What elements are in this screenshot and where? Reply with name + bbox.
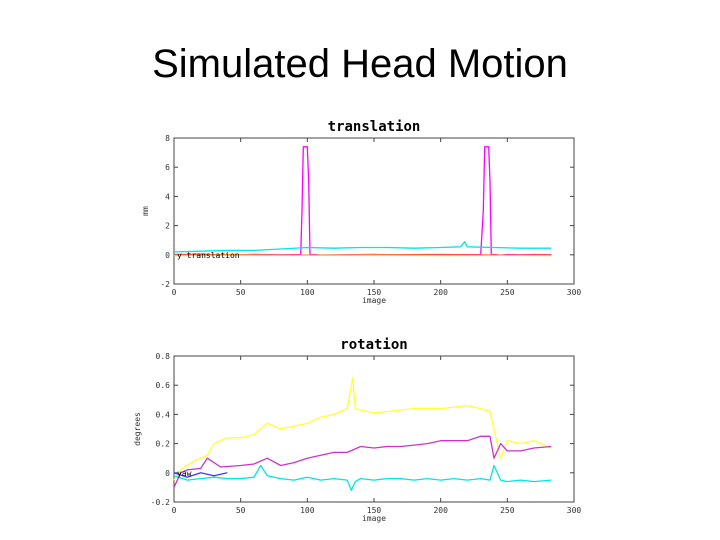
- x-tick-label: 150: [367, 288, 382, 297]
- slide-title: Simulated Head Motion: [152, 42, 568, 86]
- legend-entry: yaw: [177, 469, 192, 478]
- x-tick-label: 0: [172, 288, 177, 297]
- series-line-1: [173, 377, 552, 481]
- y-axis-label: degrees: [133, 412, 142, 446]
- y-tick-label: 0.6: [156, 381, 171, 390]
- y-tick-label: 4: [165, 192, 170, 201]
- x-axis-label: image: [362, 296, 386, 305]
- x-tick-label: 300: [567, 506, 582, 515]
- y-axis-label: mm: [141, 206, 150, 216]
- x-tick-label: 200: [433, 506, 448, 515]
- series-line-4: [173, 472, 228, 478]
- x-tick-label: 100: [300, 506, 315, 515]
- chart-title: translation: [328, 119, 421, 135]
- y-tick-label: 0.4: [156, 410, 171, 419]
- series-line-1: [173, 146, 552, 256]
- y-tick-label: 0.2: [156, 440, 171, 449]
- x-tick-label: 150: [367, 506, 382, 515]
- y-tick-label: 0.8: [156, 352, 171, 361]
- x-axis-label: image: [362, 514, 386, 523]
- plot-frame: [173, 137, 575, 285]
- x-tick-label: 200: [433, 288, 448, 297]
- y-tick-label: -2: [160, 280, 170, 289]
- x-tick-label: 100: [300, 288, 315, 297]
- chart-title: rotation: [340, 337, 407, 353]
- x-tick-label: 0: [172, 506, 177, 515]
- legend-entry: y translation: [177, 251, 240, 260]
- y-tick-label: 0: [165, 469, 170, 478]
- y-tick-label: 2: [165, 222, 170, 231]
- y-tick-label: -0.2: [151, 498, 170, 507]
- x-tick-label: 250: [500, 506, 515, 515]
- y-tick-label: 6: [165, 163, 170, 172]
- x-tick-label: 250: [500, 288, 515, 297]
- series-line-2: [173, 435, 552, 488]
- x-tick-label: 50: [236, 288, 246, 297]
- x-tick-label: 50: [236, 506, 246, 515]
- y-tick-label: 8: [165, 134, 170, 143]
- y-tick-label: 0: [165, 251, 170, 260]
- x-tick-label: 300: [567, 288, 582, 297]
- series-line-2: [173, 241, 552, 253]
- series-line-3: [173, 464, 552, 491]
